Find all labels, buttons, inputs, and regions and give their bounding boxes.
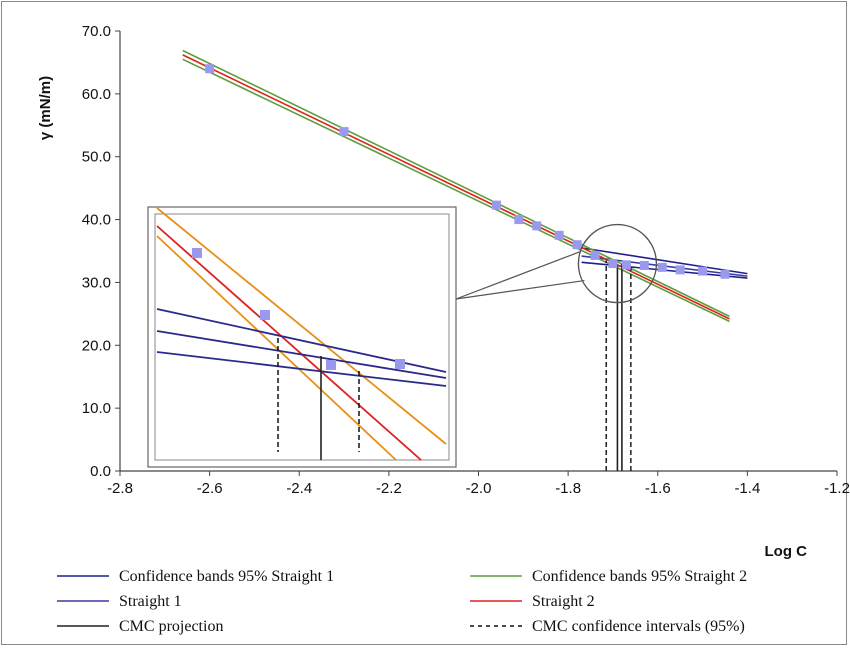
inset-straight-2 bbox=[156, 225, 422, 461]
inset-band-2-lower bbox=[156, 235, 397, 461]
x-tick-label: -1.2 bbox=[824, 480, 850, 497]
legend-label: Straight 1 bbox=[119, 593, 182, 610]
y-tick-label: 50.0 bbox=[82, 149, 111, 166]
data-point bbox=[491, 200, 501, 210]
y-tick-label: 60.0 bbox=[82, 86, 111, 103]
x-tick-label: -2.8 bbox=[107, 480, 133, 497]
x-tick-label: -1.4 bbox=[734, 480, 760, 497]
x-tick-label: -1.6 bbox=[645, 480, 671, 497]
x-tick-label: -2.2 bbox=[376, 480, 402, 497]
series-line bbox=[182, 54, 730, 320]
inset-data-point bbox=[192, 248, 202, 258]
data-point bbox=[639, 260, 649, 270]
inset-zoom bbox=[147, 206, 585, 468]
x-tick-label: -2.6 bbox=[197, 480, 223, 497]
legend-label: CMC projection bbox=[119, 618, 223, 635]
axes: 0.0 10.0 20.0 30.0 40.0 50.0 60.0 70.0 -2.8 -2.6 -… bbox=[82, 23, 850, 497]
series-line bbox=[182, 49, 730, 318]
data-point bbox=[698, 266, 708, 276]
data-point bbox=[514, 215, 524, 225]
inset-data-point bbox=[260, 310, 270, 320]
y-tick-label: 40.0 bbox=[82, 212, 111, 229]
data-point bbox=[532, 221, 542, 231]
connector-line bbox=[455, 279, 585, 300]
inset-data-point bbox=[395, 359, 405, 369]
inset-band-2-upper bbox=[156, 207, 447, 445]
series-line bbox=[581, 247, 748, 275]
data-point bbox=[572, 240, 582, 250]
main-plot bbox=[182, 49, 748, 471]
data-point bbox=[720, 269, 730, 279]
data-point bbox=[657, 262, 667, 272]
data-point bbox=[621, 260, 631, 270]
inset-band-1-lower bbox=[156, 351, 447, 387]
y-tick-label: 70.0 bbox=[82, 23, 111, 40]
x-axis-title: Log C bbox=[765, 543, 808, 560]
data-point bbox=[590, 250, 600, 260]
series-line bbox=[182, 58, 730, 323]
y-tick-label: 30.0 bbox=[82, 274, 111, 291]
legend: Confidence bands 95% Straight 1 Confidenc… bbox=[57, 568, 747, 635]
zoom-circle bbox=[577, 223, 658, 304]
y-tick-label: 10.0 bbox=[82, 400, 111, 417]
legend-label: Straight 2 bbox=[532, 593, 595, 610]
data-point bbox=[339, 127, 349, 137]
legend-label: Confidence bands 95% Straight 1 bbox=[119, 568, 334, 585]
data-point bbox=[205, 64, 215, 74]
y-tick-label: 0.0 bbox=[90, 463, 111, 480]
y-axis-title: γ (mN/m) bbox=[37, 76, 54, 140]
legend-label: Confidence bands 95% Straight 2 bbox=[532, 568, 747, 585]
data-point bbox=[554, 230, 564, 240]
inset-inner-frame bbox=[154, 213, 450, 461]
data-point bbox=[608, 259, 618, 269]
inset-straight-1 bbox=[156, 330, 447, 379]
y-tick-label: 20.0 bbox=[82, 337, 111, 354]
legend-label: CMC confidence intervals (95%) bbox=[532, 618, 745, 635]
data-point bbox=[675, 265, 685, 275]
x-tick-label: -2.0 bbox=[466, 480, 492, 497]
x-tick-label: -1.8 bbox=[555, 480, 581, 497]
inset-data-point bbox=[326, 360, 336, 370]
x-tick-label: -2.4 bbox=[286, 480, 312, 497]
connector-line bbox=[455, 251, 581, 300]
